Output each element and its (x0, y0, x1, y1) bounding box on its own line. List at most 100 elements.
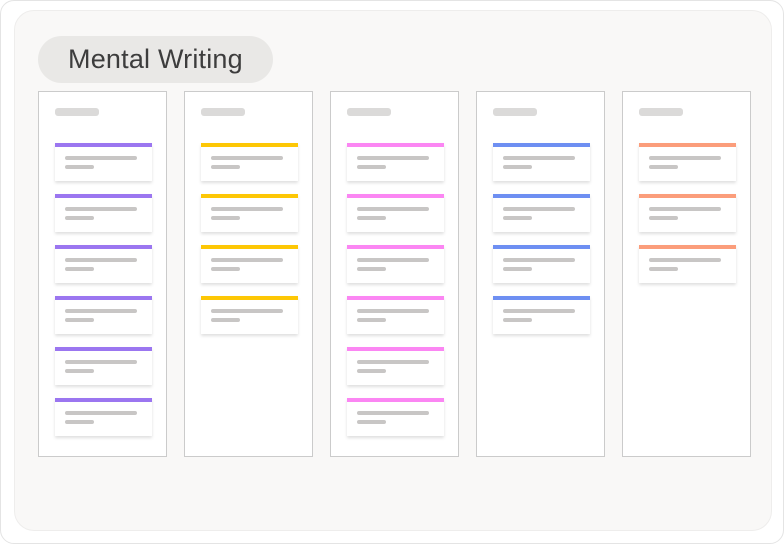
card-body (639, 198, 736, 220)
card-accent-bar (201, 194, 298, 198)
card-accent-bar (201, 245, 298, 249)
card-text-placeholder-line (211, 165, 240, 169)
card-text-placeholder-line (357, 165, 386, 169)
kanban-card[interactable] (347, 194, 444, 232)
card-accent-bar (347, 398, 444, 402)
card-text-placeholder-line (65, 156, 137, 160)
card-text-placeholder-line (649, 156, 721, 160)
card-text-placeholder-line (211, 309, 283, 313)
card-body (493, 147, 590, 169)
card-body (493, 300, 590, 322)
card-text-placeholder-line (65, 165, 94, 169)
kanban-card[interactable] (347, 245, 444, 283)
kanban-card[interactable] (347, 296, 444, 334)
card-accent-bar (201, 143, 298, 147)
card-accent-bar (55, 194, 152, 198)
card-body (55, 402, 152, 424)
kanban-card[interactable] (347, 347, 444, 385)
kanban-card[interactable] (639, 194, 736, 232)
card-body (55, 351, 152, 373)
card-text-placeholder-line (649, 258, 721, 262)
card-text-placeholder-line (357, 309, 429, 313)
card-accent-bar (55, 143, 152, 147)
kanban-card[interactable] (493, 296, 590, 334)
card-accent-bar (639, 194, 736, 198)
card-text-placeholder-line (65, 360, 137, 364)
card-accent-bar (493, 296, 590, 300)
kanban-card[interactable] (55, 194, 152, 232)
card-body (55, 249, 152, 271)
kanban-column-4 (476, 91, 605, 457)
card-text-placeholder-line (211, 216, 240, 220)
kanban-card[interactable] (201, 245, 298, 283)
kanban-card[interactable] (55, 245, 152, 283)
board-title: Mental Writing (68, 44, 243, 74)
card-text-placeholder-line (65, 267, 94, 271)
card-accent-bar (347, 296, 444, 300)
card-body (493, 249, 590, 271)
card-body (55, 198, 152, 220)
card-text-placeholder-line (503, 165, 532, 169)
card-text-placeholder-line (503, 267, 532, 271)
card-accent-bar (347, 245, 444, 249)
card-text-placeholder-line (65, 318, 94, 322)
card-body (493, 198, 590, 220)
card-body (55, 147, 152, 169)
card-text-placeholder-line (649, 216, 678, 220)
card-accent-bar (347, 194, 444, 198)
card-body (347, 300, 444, 322)
card-text-placeholder-line (65, 207, 137, 211)
card-text-placeholder-line (65, 420, 94, 424)
card-text-placeholder-line (65, 309, 137, 313)
card-body (347, 351, 444, 373)
card-accent-bar (493, 245, 590, 249)
kanban-card[interactable] (201, 143, 298, 181)
card-body (347, 249, 444, 271)
kanban-column-2 (184, 91, 313, 457)
kanban-card[interactable] (493, 143, 590, 181)
kanban-card[interactable] (55, 296, 152, 334)
kanban-card[interactable] (493, 194, 590, 232)
card-text-placeholder-line (503, 216, 532, 220)
kanban-card[interactable] (639, 143, 736, 181)
card-text-placeholder-line (649, 207, 721, 211)
card-text-placeholder-line (649, 165, 678, 169)
card-text-placeholder-line (65, 411, 137, 415)
kanban-card[interactable] (493, 245, 590, 283)
card-text-placeholder-line (357, 369, 386, 373)
card-accent-bar (493, 194, 590, 198)
board-title-pill: Mental Writing (38, 36, 273, 83)
card-body (201, 147, 298, 169)
card-text-placeholder-line (357, 216, 386, 220)
card-text-placeholder-line (211, 258, 283, 262)
card-text-placeholder-line (649, 267, 678, 271)
card-text-placeholder-line (65, 216, 94, 220)
kanban-card[interactable] (55, 398, 152, 436)
card-text-placeholder-line (357, 420, 386, 424)
card-accent-bar (347, 347, 444, 351)
kanban-card[interactable] (347, 143, 444, 181)
card-accent-bar (639, 245, 736, 249)
card-text-placeholder-line (211, 207, 283, 211)
kanban-card[interactable] (55, 347, 152, 385)
card-accent-bar (347, 143, 444, 147)
card-text-placeholder-line (357, 318, 386, 322)
card-text-placeholder-line (503, 309, 575, 313)
card-body (201, 249, 298, 271)
card-accent-bar (55, 245, 152, 249)
card-text-placeholder-line (211, 318, 240, 322)
card-body (201, 198, 298, 220)
card-text-placeholder-line (65, 258, 137, 262)
kanban-card[interactable] (639, 245, 736, 283)
kanban-card[interactable] (201, 296, 298, 334)
kanban-card[interactable] (55, 143, 152, 181)
card-accent-bar (55, 398, 152, 402)
card-accent-bar (55, 296, 152, 300)
card-body (347, 402, 444, 424)
card-accent-bar (55, 347, 152, 351)
card-accent-bar (201, 296, 298, 300)
kanban-card[interactable] (201, 194, 298, 232)
kanban-card[interactable] (347, 398, 444, 436)
card-body (639, 147, 736, 169)
kanban-column-3 (330, 91, 459, 457)
